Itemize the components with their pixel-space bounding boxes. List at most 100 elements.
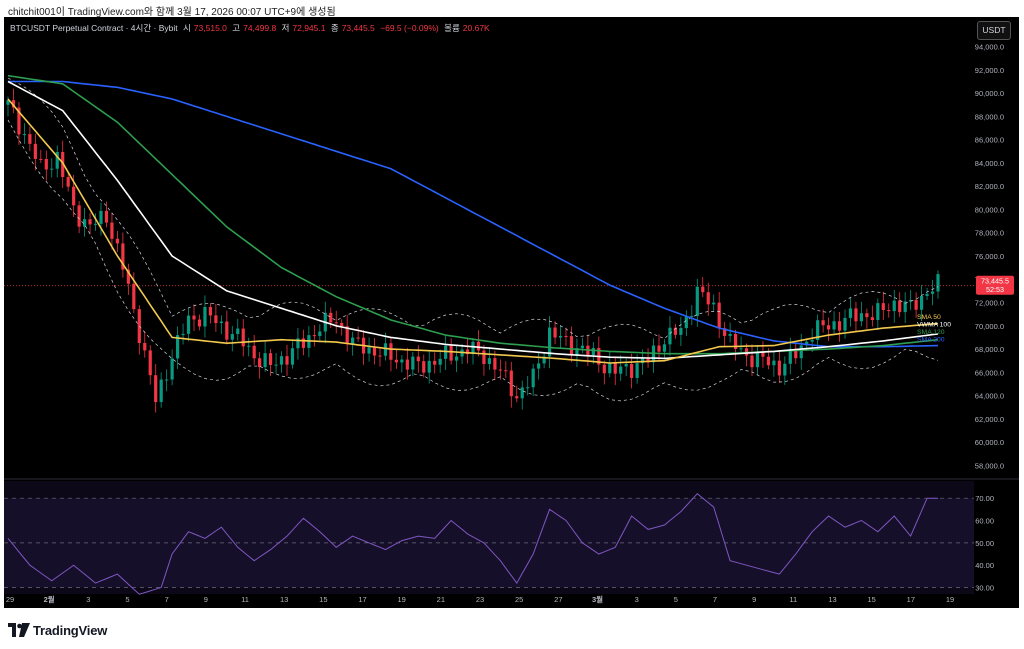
time-tick-label: 3	[86, 595, 90, 604]
time-tick-label: 3월	[592, 594, 603, 604]
candle-body	[22, 134, 27, 136]
candle-body	[422, 361, 426, 373]
candle-body	[296, 338, 300, 349]
candle-body	[515, 396, 519, 399]
candle-body	[640, 358, 645, 364]
price-chart[interactable]: 94,000.0 92,000.0 90,000.0 88,000.0 86,000.0…	[4, 17, 1019, 608]
candle-body	[110, 222, 114, 239]
candle-body	[476, 341, 481, 351]
candle-body	[39, 158, 43, 160]
price-tick-label: 72,000.0	[975, 299, 1004, 308]
candle-body	[832, 321, 836, 330]
candle-body	[143, 343, 147, 351]
candle-body	[345, 326, 349, 345]
time-tick-label: 9	[752, 595, 756, 604]
candle-body	[285, 356, 289, 365]
candle-body	[498, 369, 502, 371]
candle-body	[870, 317, 874, 321]
candle-body	[750, 355, 754, 368]
candle-body	[279, 356, 284, 365]
candle-body	[334, 322, 338, 324]
time-tick-label: 19	[946, 595, 954, 604]
price-tick-label: 70,000.0	[975, 322, 1004, 331]
price-tick-label: 90,000.0	[975, 89, 1004, 98]
candle-body	[50, 168, 54, 170]
candle-body	[826, 325, 831, 330]
price-tick-label: 80,000.0	[975, 205, 1004, 214]
tradingview-wordmark: TradingView	[33, 622, 108, 638]
candle-body	[865, 313, 869, 318]
candle-body	[121, 243, 125, 270]
price-tick-label: 92,000.0	[975, 66, 1004, 75]
low-label: 저	[281, 23, 290, 33]
candle-body	[673, 327, 678, 335]
candle-body	[340, 322, 344, 327]
candle-body	[930, 291, 935, 294]
candle-body	[783, 363, 787, 376]
candle-body	[531, 368, 535, 388]
candle-body	[608, 362, 612, 374]
low-value: 72,945.1	[292, 23, 326, 33]
rsi-tick-label: 60.00	[975, 517, 994, 526]
sma50-line	[7, 98, 939, 364]
vwma100-line	[7, 80, 939, 360]
candle-body	[914, 300, 918, 310]
candle-body	[695, 286, 699, 316]
candle-body	[55, 152, 59, 169]
candle-body	[465, 349, 470, 355]
candle-body	[701, 286, 705, 293]
candle-body	[723, 328, 727, 336]
candle-body	[843, 317, 847, 331]
symbol-name: BTCUSDT Perpetual Contract · 4시간 · Bybit	[10, 23, 178, 33]
candle-body	[230, 334, 234, 340]
candle-body	[613, 362, 617, 374]
candle-body	[454, 356, 459, 361]
open-label: 시	[182, 23, 191, 33]
candle-body	[558, 335, 563, 338]
candle-body	[936, 274, 940, 292]
candle-body	[487, 358, 492, 365]
sma120-line	[7, 74, 939, 355]
chart-frame[interactable]: 94,000.0 92,000.0 90,000.0 88,000.0 86,000.0…	[4, 17, 1019, 608]
candle-body	[876, 303, 880, 321]
price-tick-label: 84,000.0	[975, 159, 1004, 168]
candle-body	[657, 345, 661, 352]
candle-body	[274, 364, 278, 366]
candle-body	[258, 358, 262, 368]
candle-body	[919, 295, 924, 310]
candle-body	[799, 345, 803, 359]
candle-body	[898, 300, 902, 313]
candle-body	[181, 333, 185, 336]
candle-body	[509, 370, 513, 397]
time-tick-label: 3	[635, 595, 639, 604]
candle-body	[154, 375, 158, 403]
candle-body	[444, 345, 448, 359]
candle-body	[909, 300, 913, 302]
candle-body	[690, 315, 694, 317]
time-tick-label: 25	[515, 595, 523, 604]
candle-body	[733, 334, 738, 350]
candle-body	[192, 315, 196, 320]
candle-body	[263, 353, 267, 368]
candle-body	[214, 315, 218, 324]
currency-button[interactable]: USDT	[977, 21, 1011, 40]
candle-body	[159, 379, 163, 403]
candle-body	[66, 177, 70, 187]
candle-body	[482, 350, 486, 365]
price-tick-label: 86,000.0	[975, 136, 1004, 145]
candle-body	[739, 348, 743, 350]
candle-body	[72, 186, 76, 206]
candle-body	[203, 307, 207, 327]
candle-body	[351, 337, 355, 345]
time-tick-label: 5	[125, 595, 129, 604]
candle-body	[526, 387, 530, 389]
candle-body	[788, 348, 792, 364]
candle-body	[186, 315, 191, 334]
candle-body	[662, 344, 667, 352]
time-tick-label: 5	[674, 595, 678, 604]
candle-body	[312, 335, 316, 337]
rsi-tick-label: 50.00	[975, 539, 994, 548]
candle-body	[219, 321, 223, 324]
candle-body	[405, 359, 409, 370]
candle-body	[925, 293, 929, 296]
